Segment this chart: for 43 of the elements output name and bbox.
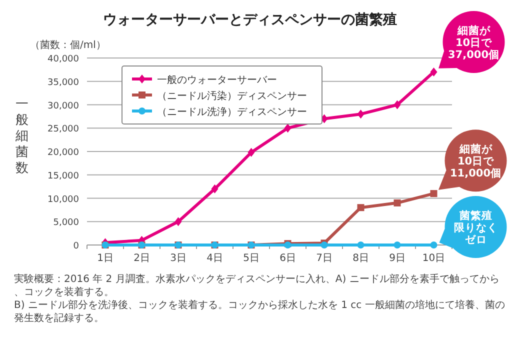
- y-tick-label: 40,000: [48, 54, 80, 64]
- y-tick-label: 0: [73, 242, 80, 252]
- y-tick-label: 20,000: [48, 148, 80, 158]
- x-tick-label: 9日: [389, 253, 406, 264]
- chart-subtitle: （菌数：個/ml）: [30, 39, 106, 51]
- point: [357, 242, 364, 248]
- point: [394, 242, 401, 248]
- point: [430, 242, 438, 248]
- y-tick-label: 15,000: [48, 171, 80, 182]
- x-tick-label: 1日: [97, 253, 114, 264]
- annotation: 細菌が10日で37,000個: [448, 24, 500, 62]
- legend-label: （ニードル洗浄）ディスペンサー: [157, 106, 307, 118]
- point: [430, 190, 438, 198]
- annotation: 菌繁殖限りなくゼロ: [454, 209, 498, 246]
- point: [174, 217, 182, 226]
- x-tick-label: 8日: [352, 253, 369, 264]
- annotation: 細菌が10日で11,000個: [450, 142, 502, 180]
- legend-label: （ニードル汚染）ディスペンサー: [157, 90, 307, 102]
- y-tick-label: 35,000: [48, 78, 80, 88]
- legend-label: 一般のウォーターサーバー: [157, 75, 277, 86]
- x-tick-label: 4日: [206, 253, 223, 264]
- x-tick-label: 3日: [170, 253, 186, 264]
- y-tick-label: 5,000: [53, 218, 80, 228]
- point: [211, 184, 218, 194]
- point: [357, 110, 364, 119]
- text: 実験概要：2016 年 2 月調査。水素水パックをディスペンサーに入れ、A) ニードル部分を素手で触ってから、コックを装着する。 B) ニードル部分を洗浄後、コックを装着する。コックから採水した水を 1 cc 一般細菌の培地にて培養、菌の発生数を記録する。: [14, 273, 505, 324]
- point: [394, 199, 401, 206]
- y-tick-label: 25,000: [48, 124, 80, 135]
- x-tick-label: 6日: [280, 253, 296, 264]
- x-tick-label: 2日: [134, 253, 150, 264]
- y-tick-label: 30,000: [48, 101, 80, 112]
- point: [284, 124, 292, 133]
- chart-title: ウォーターサーバーとディスペンサーの菌繁殖: [103, 12, 397, 28]
- point: [430, 68, 438, 77]
- callout: 細菌が10日で37,000個: [438, 11, 505, 74]
- callout: 細菌が10日で11,000個: [438, 130, 507, 192]
- point: [357, 204, 364, 212]
- y-axis-title: 一般細菌数: [16, 97, 28, 176]
- y-tick-label: 10,000: [48, 194, 80, 205]
- point: [248, 148, 255, 157]
- x-tick-label: 7日: [316, 253, 332, 264]
- x-tick-label: 5日: [243, 253, 260, 264]
- point: [394, 100, 401, 110]
